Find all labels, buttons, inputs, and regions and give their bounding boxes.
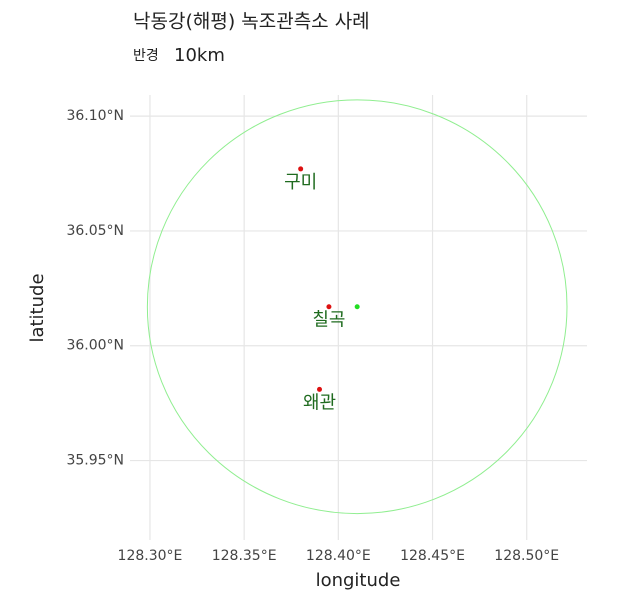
chart-title: 낙동강(해평) 녹조관측소 사례 bbox=[133, 11, 370, 33]
center-point bbox=[354, 304, 360, 310]
y-tick-label: 36.05°N bbox=[66, 223, 124, 239]
x-tick-label: 128.35°E bbox=[212, 548, 277, 564]
x-axis-label: longitude bbox=[316, 570, 401, 591]
station-label: 칠곡 bbox=[312, 310, 345, 331]
radius-circle bbox=[146, 99, 568, 515]
x-tick-label: 128.45°E bbox=[400, 548, 465, 564]
station-point bbox=[298, 166, 304, 172]
subtitle-value: 10km bbox=[174, 45, 225, 66]
station-label: 구미 bbox=[284, 172, 317, 193]
y-tick-label: 35.95°N bbox=[66, 453, 124, 469]
station-point bbox=[326, 304, 332, 310]
y-axis-label: latitude bbox=[27, 273, 48, 342]
x-tick-label: 128.40°E bbox=[306, 548, 371, 564]
station-label: 왜관 bbox=[303, 392, 336, 413]
x-tick-label: 128.30°E bbox=[118, 548, 183, 564]
y-tick-label: 36.00°N bbox=[66, 338, 124, 354]
subtitle-prefix: 반경 bbox=[133, 48, 159, 64]
station-point bbox=[317, 386, 323, 392]
x-tick-label: 128.50°E bbox=[494, 548, 559, 564]
y-tick-label: 36.10°N bbox=[66, 108, 124, 124]
